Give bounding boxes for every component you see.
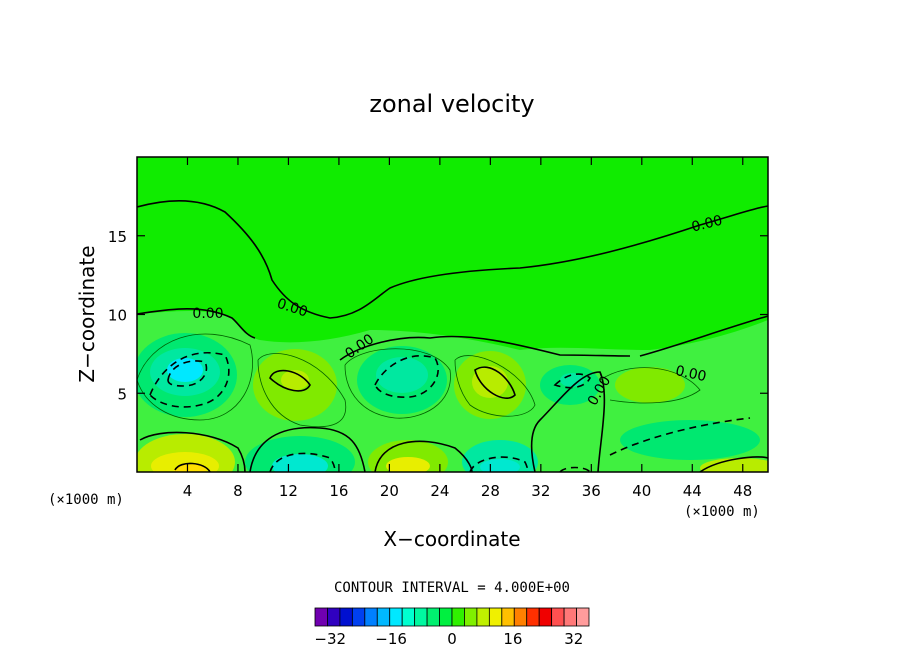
colorbar-swatch — [376, 607, 391, 627]
region-pos-core — [281, 370, 309, 390]
region-neg-core — [167, 358, 203, 382]
colorbar-swatch — [563, 607, 577, 627]
contour-line-solid — [530, 371, 606, 472]
colorbar-swatch — [314, 607, 328, 627]
contour-line-minor — [599, 367, 701, 404]
colorbar-swatch — [513, 607, 528, 627]
contour-line-solid — [137, 308, 256, 339]
x-unit-right: (×1000 m) — [684, 504, 760, 520]
colorbar-swatch — [464, 607, 478, 627]
contour-line-dashed — [269, 452, 336, 472]
y-axis-label: Z−coordinate — [75, 245, 99, 382]
x-tick-label: 40 — [632, 482, 651, 500]
colorbar-swatch — [576, 607, 590, 627]
colorbar-swatch — [401, 607, 416, 627]
colorbar-swatch — [327, 607, 341, 627]
contour-line-solid — [374, 440, 473, 472]
colorbar-tick-label: 16 — [503, 630, 522, 648]
contour-line-solid — [474, 366, 516, 399]
colorbar-swatch — [339, 607, 353, 627]
x-axis-label: X−coordinate — [383, 527, 520, 551]
chart-title: zonal velocity — [369, 90, 534, 118]
x-axis-ticks: 4 8 12 16 20 24 28 32 36 40 44 48 — [183, 157, 752, 500]
colorbar-tick-label: 0 — [447, 630, 457, 648]
colorbar-swatch — [526, 607, 540, 627]
x-tick-label: 8 — [233, 482, 243, 500]
colorbar-swatch — [551, 607, 565, 627]
contour-line-solid — [174, 462, 211, 472]
y-tick-label: 15 — [108, 228, 127, 246]
contour-line-dashed — [553, 373, 592, 389]
contour-line-minor — [137, 333, 253, 421]
colorbar-swatch — [389, 607, 403, 627]
contour-field — [137, 157, 768, 472]
colorbar-swatch — [476, 607, 490, 627]
x-tick-label: 44 — [683, 482, 702, 500]
x-tick-label: 16 — [329, 482, 348, 500]
colorbar-swatch — [351, 607, 366, 627]
contour-line-dashed — [149, 352, 230, 408]
contour-lines — [137, 200, 768, 472]
region-pos-weak — [615, 367, 685, 403]
x-tick-label: 32 — [531, 482, 550, 500]
x-tick-label: 48 — [733, 482, 752, 500]
y-axis-ticks: 5 10 15 — [108, 228, 768, 403]
contour-value-label: 0.00 — [192, 306, 223, 322]
region-pos-core — [472, 366, 508, 398]
contour-line-dashed — [609, 417, 751, 456]
colorbar-swatch — [414, 607, 428, 627]
contour-line-solid — [137, 200, 768, 319]
contour-line-solid — [139, 431, 246, 472]
region-neg-weak — [620, 420, 760, 460]
x-tick-label: 28 — [481, 482, 500, 500]
y-tick-label: 5 — [117, 385, 127, 403]
colorbar-swatch — [538, 607, 553, 627]
region-neg-mid — [462, 440, 538, 472]
contour-line-solid — [699, 456, 768, 472]
contour-line-solid — [269, 369, 311, 392]
x-tick-label: 12 — [279, 482, 298, 500]
x-tick-label: 20 — [380, 482, 399, 500]
colorbar-tick-label: 32 — [564, 630, 583, 648]
contour-line-minor — [454, 355, 536, 417]
x-unit-left: (×1000 m) — [48, 492, 124, 508]
colorbar-swatch — [451, 607, 465, 627]
region-neg-strong — [272, 454, 328, 472]
region-pos-strong — [386, 457, 430, 472]
colorbar-swatch — [501, 607, 515, 627]
x-tick-label: 36 — [582, 482, 601, 500]
colorbar-swatch — [488, 607, 503, 627]
contour-line-solid — [339, 335, 631, 361]
contour-line-minor — [344, 348, 451, 419]
colorbar-swatch — [426, 607, 440, 627]
colorbar-swatch — [364, 607, 378, 627]
region-pos-core — [174, 464, 206, 472]
colorbar-swatch — [439, 607, 453, 627]
contour-line-solid — [639, 315, 768, 357]
colorbar-tick-label: −32 — [314, 630, 346, 648]
x-tick-label: 24 — [430, 482, 449, 500]
colorbar-tick-labels: −32 −16 0 16 32 — [314, 630, 583, 648]
contour-line-dashed — [167, 360, 208, 387]
region-neg-mid — [376, 357, 428, 393]
contour-line-dashed — [559, 466, 591, 472]
colorbar-tick-label: −16 — [375, 630, 407, 648]
contour-line-dashed — [469, 456, 529, 472]
region-pos-mid — [700, 458, 768, 472]
x-tick-label: 4 — [183, 482, 193, 500]
contour-value-label: 0.00 — [690, 213, 724, 236]
y-tick-label: 10 — [108, 307, 127, 325]
contour-value-label: 0.00 — [674, 363, 708, 385]
contour-line-dashed — [374, 355, 439, 398]
contour-line-solid — [249, 426, 366, 472]
contour-line-minor — [257, 353, 347, 428]
contour-interval-text: CONTOUR INTERVAL = 4.000E+00 — [334, 580, 570, 596]
colorbar — [314, 607, 590, 627]
